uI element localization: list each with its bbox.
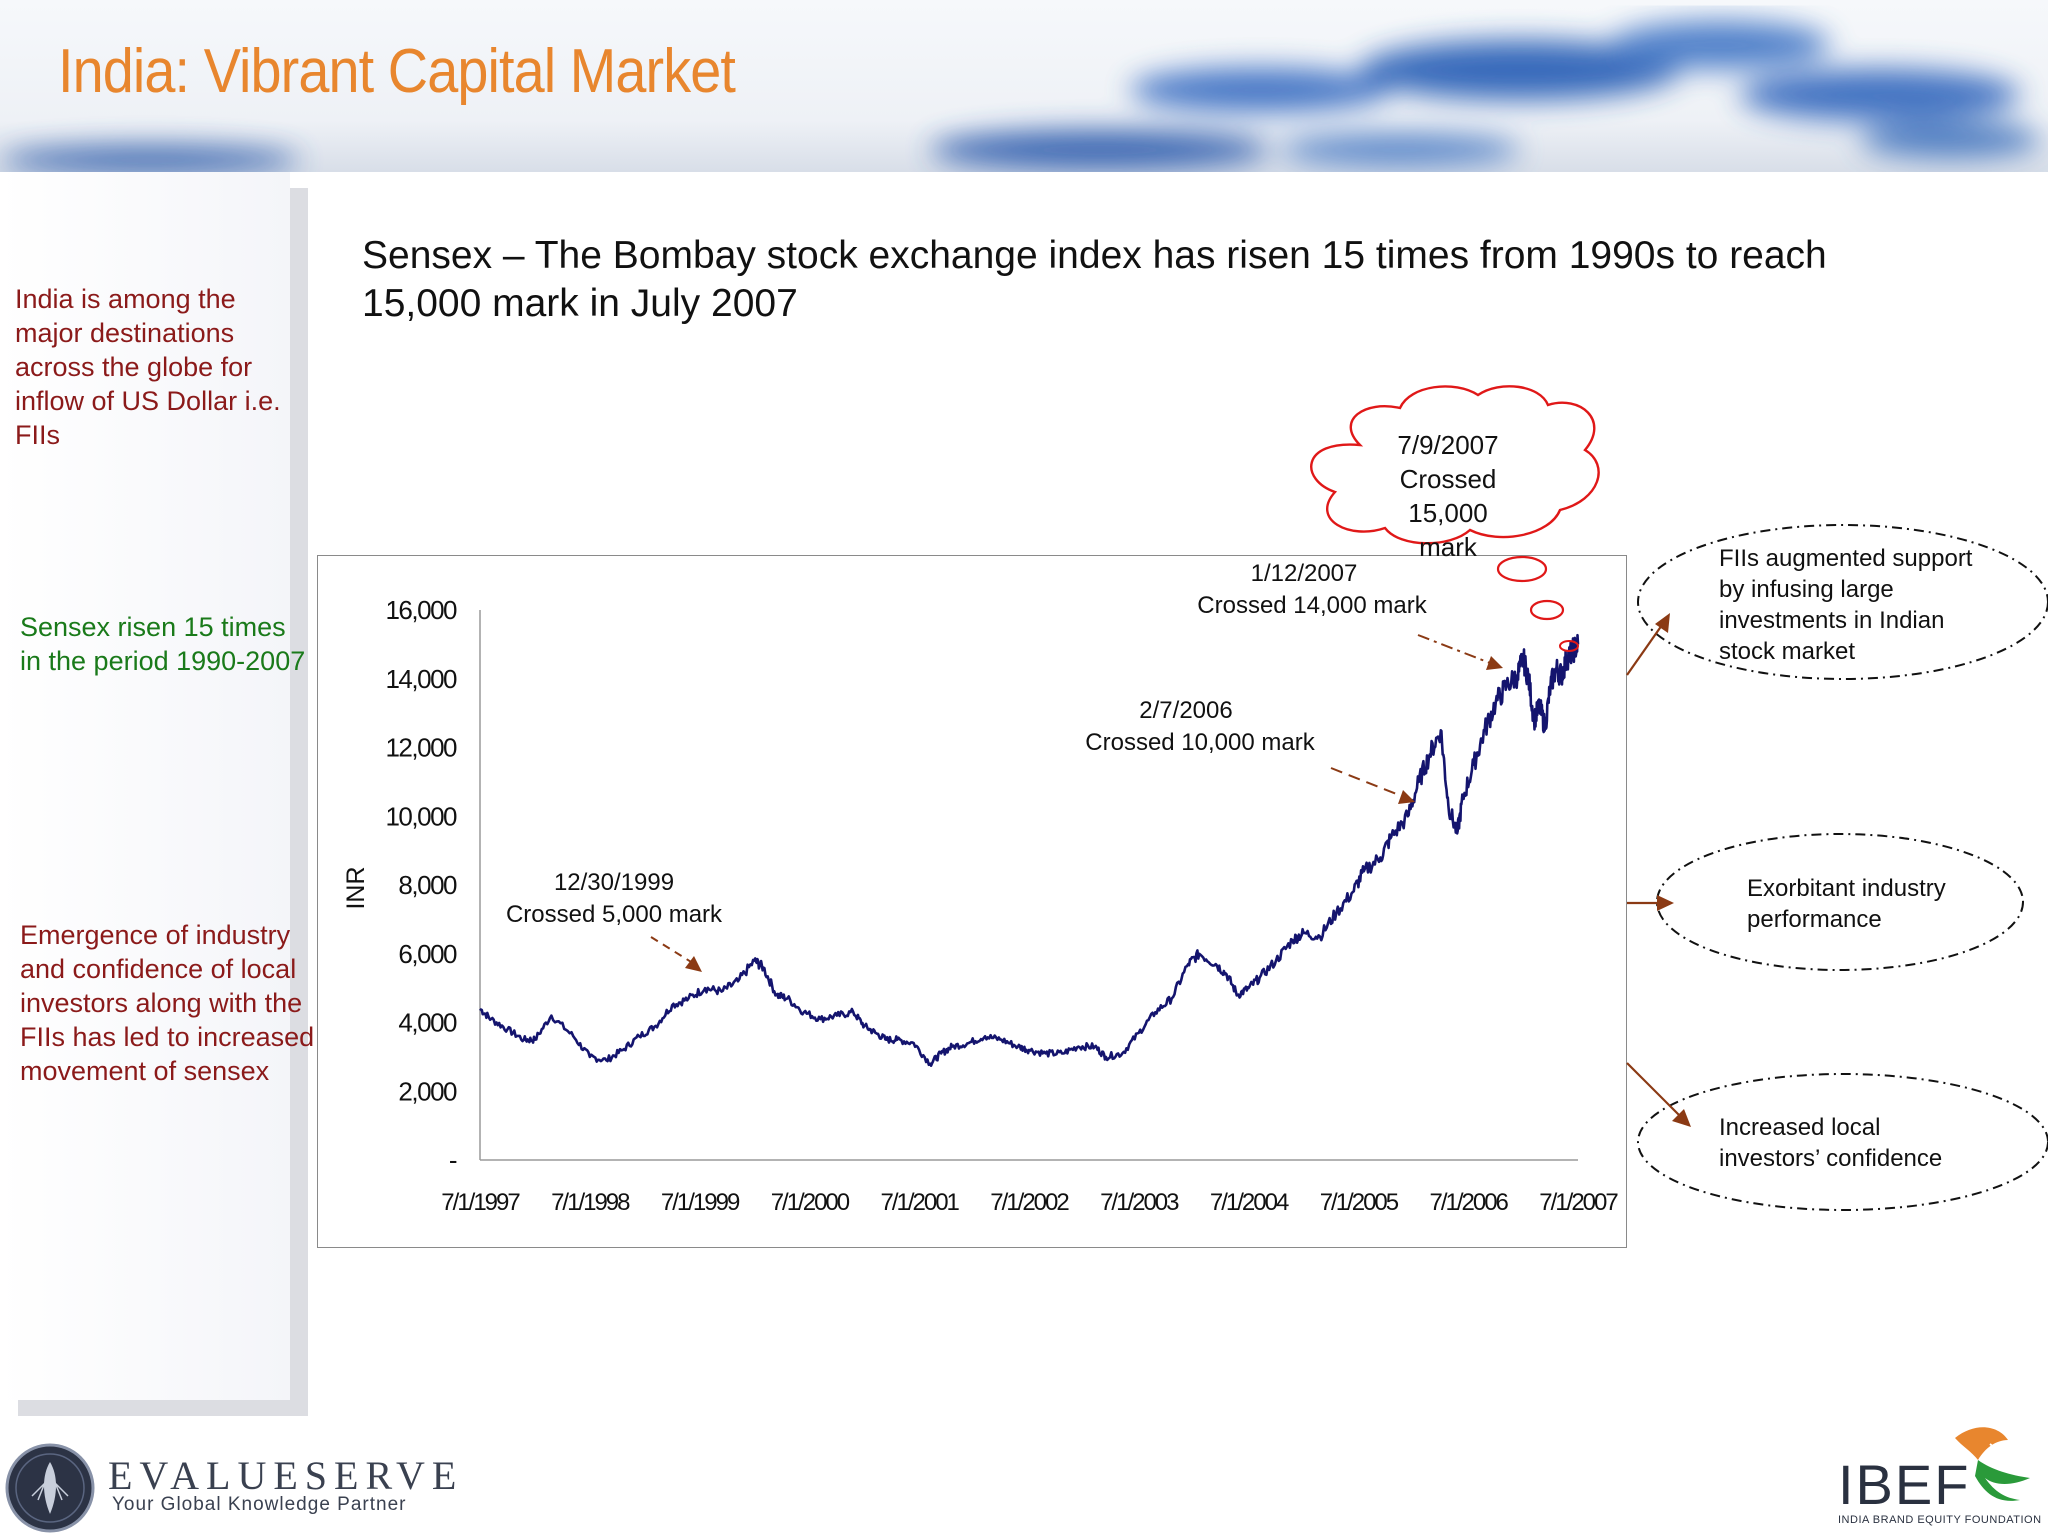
slide-headline: Sensex – The Bombay stock exchange index… [362,234,1827,325]
annotation-10000-arrow [1330,767,1405,798]
y-tick-label: 16,000 [385,595,457,625]
fii-ellipse [1637,524,2048,680]
x-tick-label: 7/1/2004 [1210,1189,1289,1216]
x-tick-label: 7/1/2003 [1100,1189,1179,1216]
annotation-10000-date: 2/7/2006 [1139,697,1232,724]
chart-frame [317,555,1627,1248]
sidebar-growth-text: Sensex risen 15 times in the period 1990… [20,612,306,676]
x-tick-labels: 7/1/1997 7/1/1998 7/1/1999 7/1/2000 7/1/2001… [441,1189,1620,1216]
x-tick-label: 7/1/2005 [1320,1189,1399,1216]
annotation-5000-arrowhead [685,956,702,972]
industry-ellipse [1656,833,2024,971]
y-axis-label: INR [342,866,370,909]
thought-bubble-large [1496,555,1548,583]
local-arrow [1626,1062,1681,1117]
industry-arrowhead [1657,895,1674,911]
header-banner: India: Vibrant Capital Market [0,0,2048,172]
thought-bubble-small [1559,640,1579,652]
evalueserve-emblem-leaf [44,1462,56,1514]
annotation-14000-date: 1/12/2007 [1251,560,1358,587]
y-tick-label: 8,000 [398,870,457,900]
driver-industry-text: Exorbitant industry performance [1747,875,1946,933]
y-tick-label: 4,000 [398,1008,457,1038]
y-tick-label: 10,000 [385,801,457,831]
sidebar-investors-text: Emergence of industry and confidence of … [20,920,315,1086]
evalueserve-logo-name: EVALUESERVE [108,1453,464,1498]
ibef-bird-wing-green [1975,1460,2030,1501]
annotation-15000-line2: 15,000 [1408,498,1488,528]
x-tick-label: 7/1/2001 [880,1189,959,1216]
x-tick-label: 7/1/2007 [1539,1189,1618,1216]
annotation-14000-text: Crossed 14,000 mark [1197,592,1427,619]
sidebar-panel [0,172,290,1400]
x-tick-label: 7/1/1997 [441,1189,520,1216]
evalueserve-emblem-ring [15,1453,85,1523]
sidebar-shadow [290,188,308,1416]
sidebar-fii-text: India is among the major destinations ac… [15,284,281,450]
x-tick-label: 7/1/2006 [1429,1189,1508,1216]
evalueserve-logo-tagline: Your Global Knowledge Partner [112,1494,407,1515]
annotation-15000-line3: mark [1419,532,1478,562]
fii-arrow [1626,624,1663,676]
chart-axes [479,610,1578,1161]
annotation-15000-line1: Crossed [1400,464,1497,494]
annotation-5000-arrow [650,936,697,966]
ibef-bird-detail [1989,1443,2002,1471]
evalueserve-emblem [5,1443,95,1533]
ibef-logo-fullname: INDIA BRAND EQUITY FOUNDATION [1838,1514,2042,1526]
y-tick-label: 14,000 [385,664,457,694]
driver-local-text: Increased local investors’ confidence [1719,1114,1943,1172]
annotation-15000-cloud: 7/9/2007 Crossed 15,000 mark [1310,385,1600,652]
driver-fii-text: FIIs augmented support by infusing large… [1719,545,1973,665]
local-ellipse [1637,1073,2048,1211]
sidebar-shadow-bottom [18,1400,308,1416]
annotation-10000-text: Crossed 10,000 mark [1085,729,1315,756]
x-tick-label: 7/1/2002 [990,1189,1069,1216]
ibef-logo-name: IBEF [1838,1453,1971,1516]
thought-cloud-shape [1310,385,1600,545]
y-tick-label: 2,000 [398,1076,457,1106]
annotation-15000-date: 7/9/2007 [1397,430,1498,460]
annotation-14000-arrowhead [1486,656,1503,670]
annotation-5000: 12/30/1999 Crossed 5,000 mark [506,869,723,972]
annotation-14000-arrow [1417,634,1491,664]
x-tick-label: 7/1/1998 [551,1189,630,1216]
local-arrowhead [1672,1109,1691,1127]
annotation-14000: 1/12/2007 Crossed 14,000 mark [1197,560,1503,670]
y-tick-label: 12,000 [385,733,457,763]
thought-bubble-medium [1529,599,1565,621]
x-tick-label: 7/1/1999 [661,1189,740,1216]
annotation-10000: 2/7/2006 Crossed 10,000 mark [1085,697,1415,804]
annotation-5000-text: Crossed 5,000 mark [506,901,723,928]
sky-banner [0,0,2048,172]
y-tick-label: 6,000 [398,939,457,969]
ibef-bird-wing-orange [1955,1427,2008,1460]
sensex-series-line [479,633,1580,1067]
page-title: India: Vibrant Capital Market [58,37,736,106]
annotation-5000-date: 12/30/1999 [554,869,674,896]
y-tick-label: - [449,1145,457,1175]
ibef-bird-icon [1955,1427,2030,1501]
y-tick-labels: - 2,000 4,000 6,000 8,000 10,000 12,000 14,000 1… [385,595,458,1175]
annotation-10000-arrowhead [1398,790,1415,804]
fii-arrowhead [1655,613,1670,633]
x-tick-label: 7/1/2000 [771,1189,850,1216]
evalueserve-emblem-fronds [31,1469,69,1501]
driver-ellipses [1626,524,2048,1211]
